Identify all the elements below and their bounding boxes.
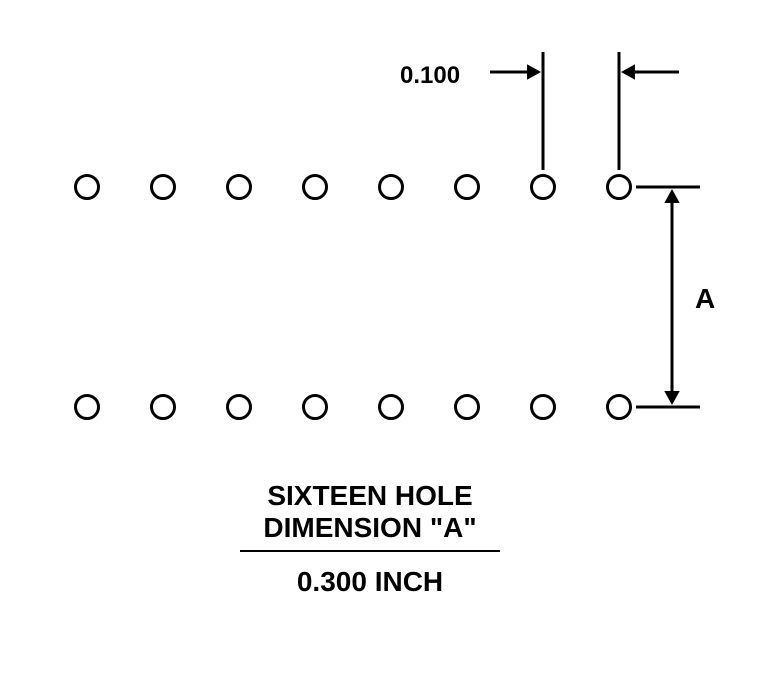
hole bbox=[150, 174, 176, 200]
caption-line-1: SIXTEEN HOLE bbox=[220, 480, 520, 512]
hole bbox=[150, 394, 176, 420]
caption-value: 0.300 INCH bbox=[220, 566, 520, 598]
hole bbox=[378, 174, 404, 200]
pitch-dimension-label: 0.100 bbox=[400, 62, 460, 90]
hole bbox=[530, 394, 556, 420]
hole bbox=[606, 394, 632, 420]
hole bbox=[302, 394, 328, 420]
ic-footprint-diagram: 0.100 A SIXTEEN HOLE DIMENSION "A" 0.300… bbox=[0, 0, 776, 688]
caption-line-2: DIMENSION "A" bbox=[220, 512, 520, 544]
hole bbox=[606, 174, 632, 200]
hole bbox=[226, 394, 252, 420]
hole bbox=[454, 174, 480, 200]
a-dimension-label: A bbox=[695, 283, 715, 315]
hole bbox=[74, 394, 100, 420]
hole bbox=[302, 174, 328, 200]
hole bbox=[74, 174, 100, 200]
caption-block: SIXTEEN HOLE DIMENSION "A" 0.300 INCH bbox=[220, 480, 520, 598]
hole bbox=[378, 394, 404, 420]
caption-divider bbox=[240, 550, 500, 552]
hole bbox=[454, 394, 480, 420]
hole bbox=[530, 174, 556, 200]
hole bbox=[226, 174, 252, 200]
